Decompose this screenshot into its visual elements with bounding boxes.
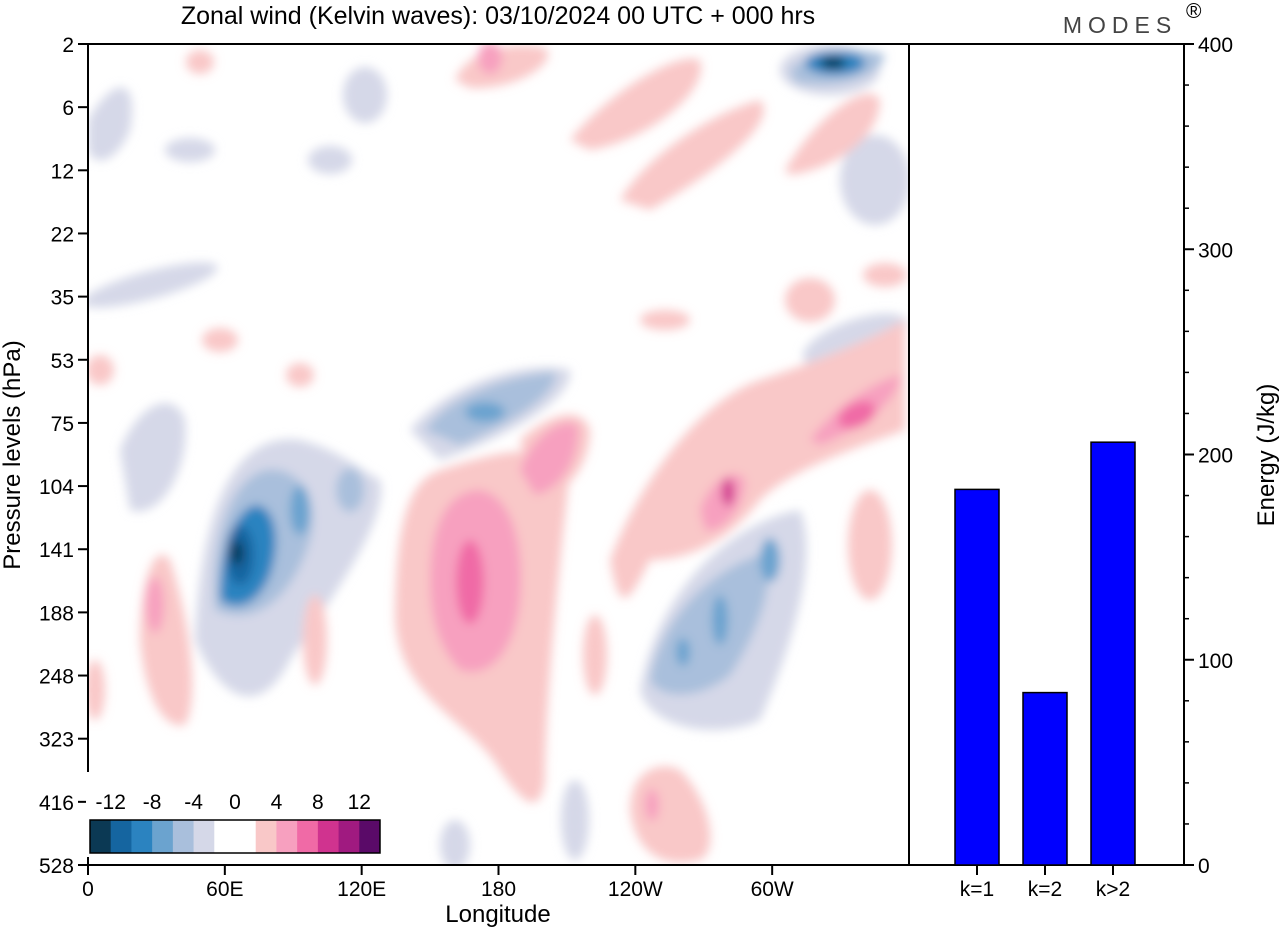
y-tick-label: 22 (51, 223, 74, 246)
colorbar-swatch (172, 820, 195, 853)
colorbar-swatch (338, 820, 360, 853)
colorbar-swatch (255, 820, 277, 853)
colorbar-swatch (193, 820, 215, 853)
x-tick-label: 60E (206, 878, 243, 901)
bar-category-labels: k=1 k=2 k>2 (960, 865, 1130, 901)
colorbar-label: 12 (348, 791, 371, 814)
colorbar-swatch (214, 820, 236, 853)
x-tick-label: 0 (82, 878, 94, 901)
longitude-axis: 0 60E 120E 180 120W 60W (82, 865, 794, 901)
y-tick-label: 528 (39, 855, 74, 878)
x-tick-label: 180 (481, 878, 516, 901)
colorbar-swatch (359, 820, 381, 853)
y-tick-label: 2 (62, 34, 74, 57)
colorbar-swatch (317, 820, 340, 853)
colorbar: -12 -8 -4 0 4 8 12 (86, 772, 382, 857)
colorbar-swatch (297, 820, 319, 853)
energy-axis-label: Energy (J/kg) (1253, 384, 1280, 527)
y-tick-label: 248 (39, 666, 74, 689)
energy-tick-label: 400 (1198, 34, 1233, 57)
colorbar-label: 4 (271, 791, 283, 814)
colorbar-label: 8 (312, 791, 324, 814)
energy-bars (954, 441, 1136, 866)
y-axis-label: Pressure levels (hPa) (0, 340, 26, 569)
energy-tick-label: 300 (1198, 239, 1233, 262)
colorbar-label: 0 (229, 791, 241, 814)
x-axis-label: Longitude (445, 901, 550, 928)
colorbar-swatch (276, 820, 298, 853)
chart-title: Zonal wind (Kelvin waves): 03/10/2024 00… (181, 2, 815, 30)
y-tick-label: 6 (62, 97, 74, 120)
bar-category-label: k>2 (1096, 878, 1130, 901)
x-tick-label: 120W (608, 878, 663, 901)
modes-logo: MODES (1063, 12, 1177, 38)
y-tick-label: 323 (39, 729, 74, 752)
y-tick-label: 141 (39, 539, 74, 562)
colorbar-swatch (235, 820, 257, 853)
bar-category-label: k=1 (960, 878, 994, 901)
energy-tick-label: 100 (1198, 650, 1233, 673)
colorbar-swatch (110, 820, 132, 853)
y-tick-label: 35 (51, 287, 74, 310)
y-tick-label: 12 (51, 160, 74, 183)
bar-category-label: k=2 (1028, 878, 1062, 901)
energy-tick-label: 0 (1198, 855, 1210, 878)
colorbar-label: -8 (143, 791, 162, 814)
energy-bar (1022, 691, 1068, 866)
y-tick-label: 188 (39, 602, 74, 625)
registered-mark: ® (1186, 0, 1202, 23)
colorbar-swatch (90, 820, 112, 853)
energy-tick-label: 200 (1198, 445, 1233, 468)
energy-bar (1090, 441, 1136, 866)
colorbar-frame (89, 819, 381, 854)
y-tick-label: 416 (39, 792, 74, 815)
energy-axis: 0 100 200 300 400 (1184, 34, 1233, 878)
colorbar-swatch (152, 820, 174, 853)
y-tick-label: 104 (39, 476, 74, 499)
energy-bar (954, 488, 1000, 866)
y-tick-label: 75 (51, 413, 74, 436)
wind-field (88, 44, 909, 865)
colorbar-label: -12 (96, 791, 126, 814)
pressure-axis: 2 6 12 22 35 53 75 104 141 188 248 323 416 528 (39, 34, 88, 878)
x-tick-label: 60W (751, 878, 794, 901)
colorbar-swatch (131, 820, 153, 853)
y-tick-label: 53 (51, 350, 74, 373)
x-tick-label: 120E (337, 878, 386, 901)
colorbar-label: -4 (184, 791, 203, 814)
